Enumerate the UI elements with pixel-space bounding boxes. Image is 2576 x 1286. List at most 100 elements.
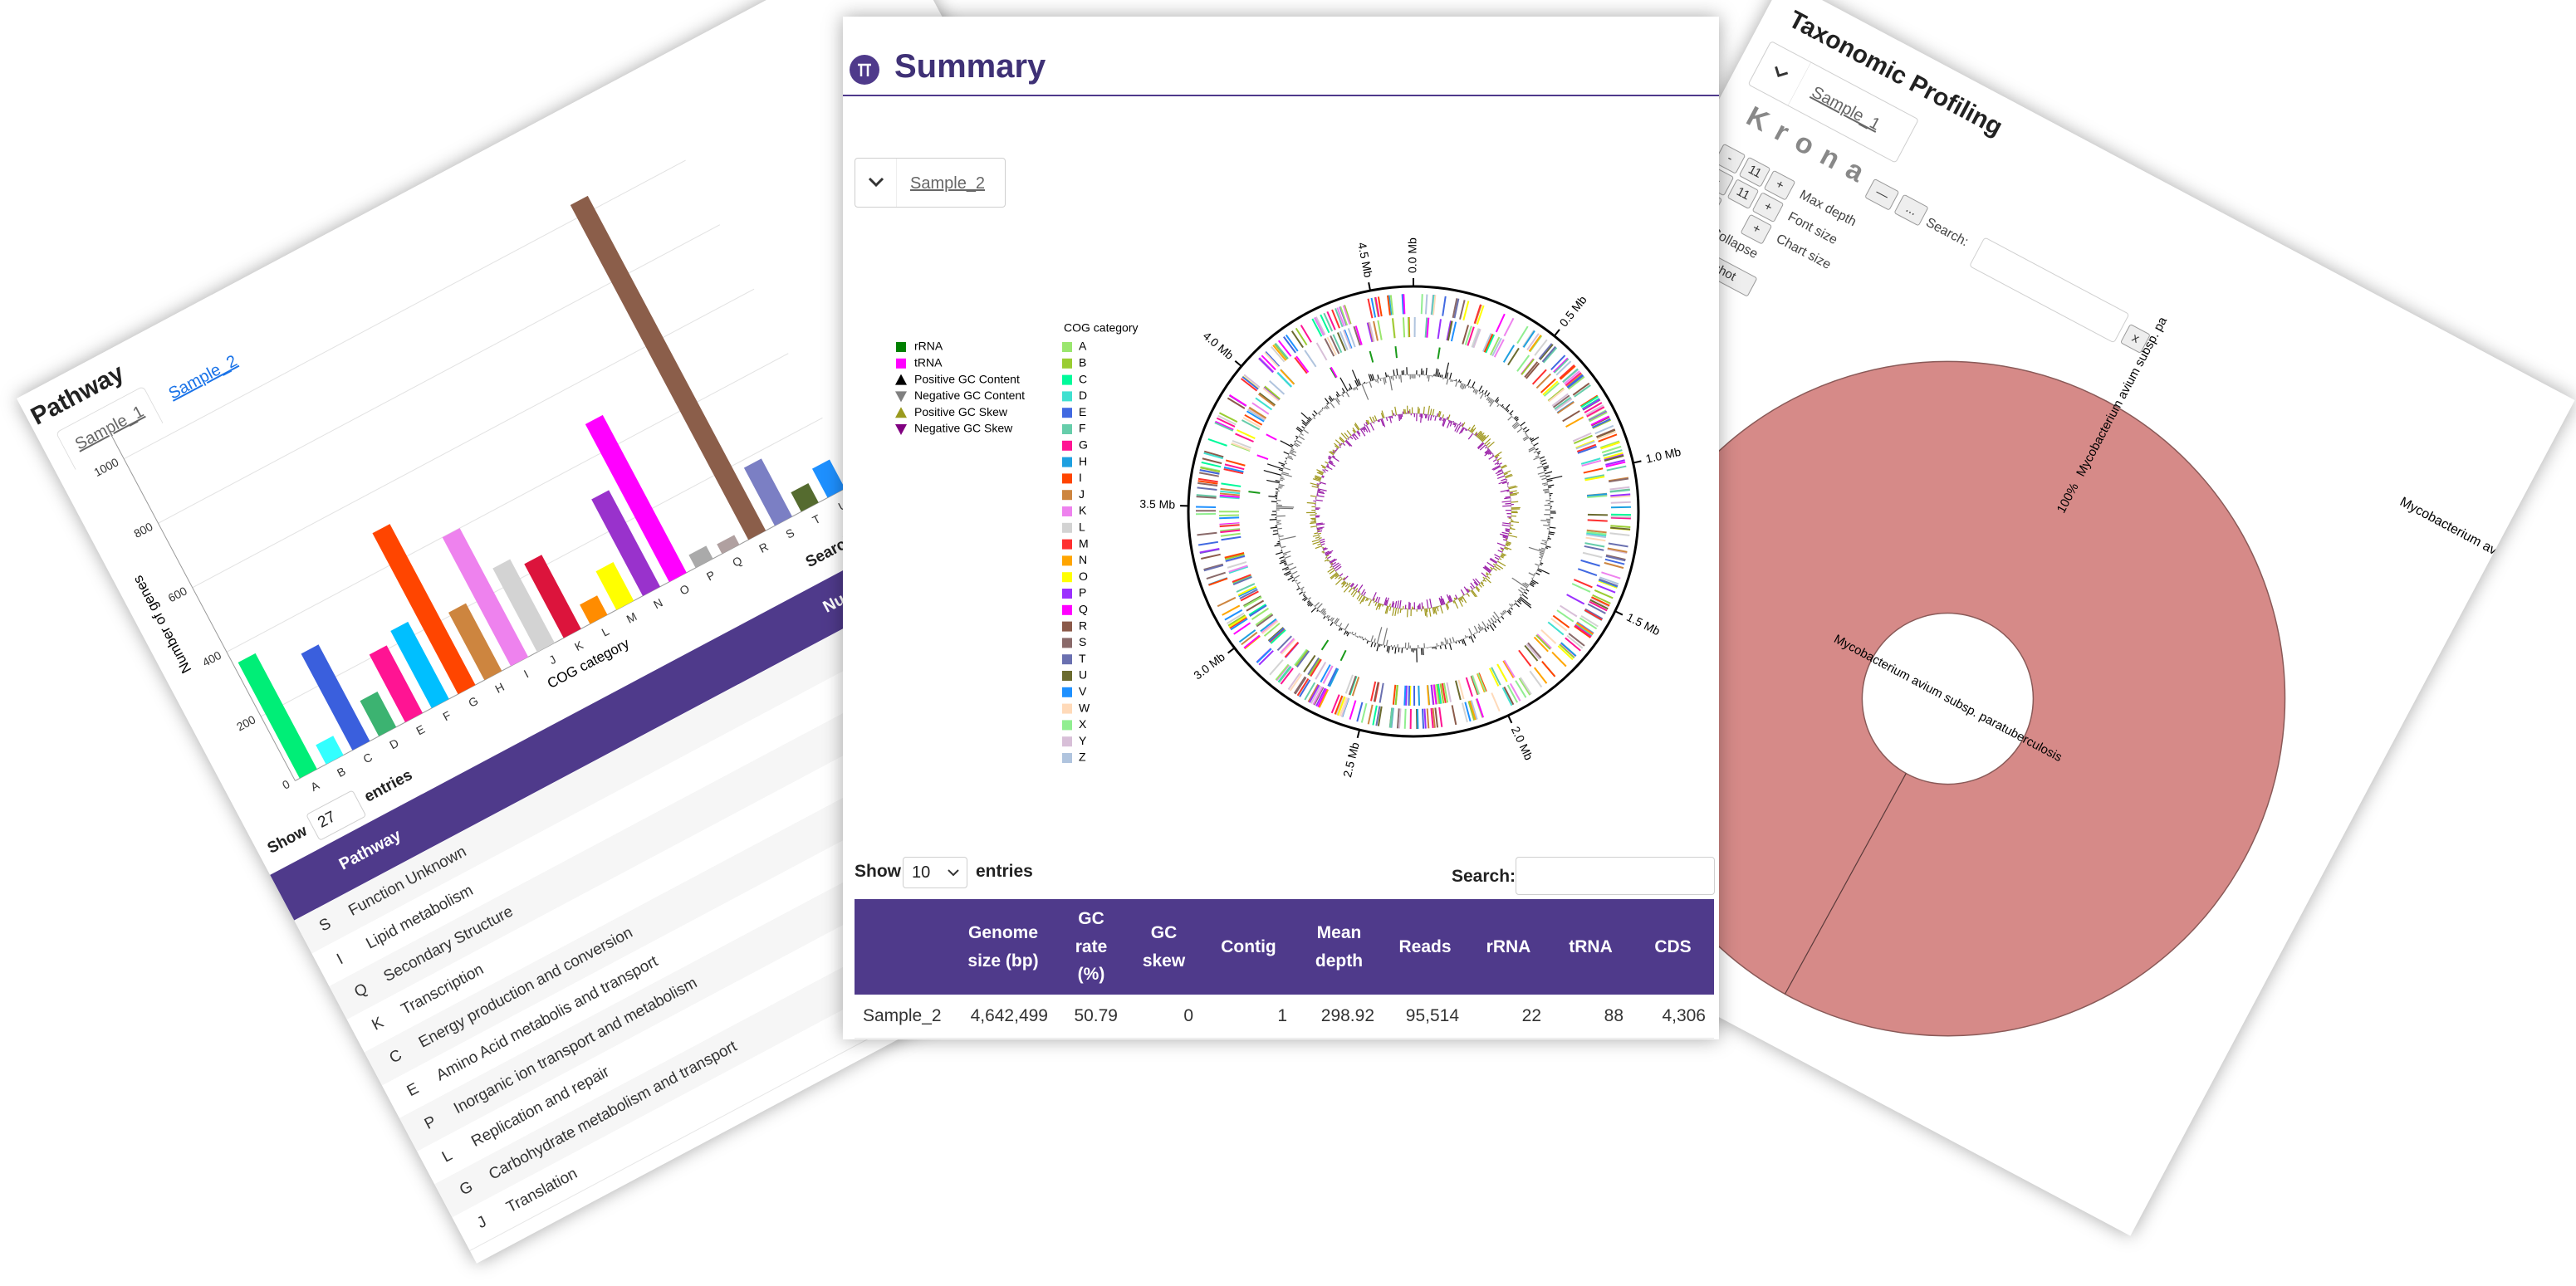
header-cell[interactable]: Genome size (bp) (950, 899, 1056, 995)
x-tick-label: Q (730, 554, 744, 570)
cds-reverse (1586, 531, 1607, 535)
header-cell[interactable]: Reads (1383, 899, 1467, 995)
gc-content (1526, 434, 1528, 437)
entries-value[interactable]: 10 (912, 863, 931, 882)
gc-content (1515, 602, 1521, 608)
gc-skew (1327, 555, 1332, 560)
legend-label: K (1079, 504, 1087, 517)
cds-forward (1579, 394, 1599, 408)
gc-skew (1335, 439, 1342, 446)
header-cell[interactable] (855, 899, 950, 995)
search-input[interactable] (1968, 237, 2130, 344)
cds-forward (1607, 548, 1628, 555)
header-cell[interactable]: GC rate (%) (1056, 899, 1126, 995)
cds-forward (1473, 304, 1481, 324)
entries-value[interactable]: 27 (315, 808, 339, 832)
gc-skew (1311, 539, 1320, 543)
chevron-icon[interactable] (855, 159, 897, 207)
gc-content (1543, 483, 1548, 487)
cds-reverse (1584, 545, 1604, 551)
cds-forward (1467, 701, 1476, 721)
gc-skew (1357, 584, 1364, 593)
cds-forward (1610, 526, 1631, 531)
cds-forward (1555, 360, 1572, 376)
gc-content (1362, 638, 1364, 641)
cds-reverse (1268, 627, 1285, 643)
gc-skew (1483, 579, 1487, 583)
gc-skew (1488, 455, 1495, 460)
cds-reverse (1257, 393, 1276, 407)
cds-reverse (1489, 336, 1501, 356)
gc-content (1283, 451, 1290, 455)
gc-skew (1329, 460, 1334, 463)
gc-content (1384, 372, 1388, 378)
gc-skew (1334, 564, 1341, 570)
gc-skew (1385, 417, 1388, 422)
gc-skew (1344, 440, 1351, 447)
gc-content (1524, 591, 1528, 595)
header-cell[interactable]: tRNA (1550, 899, 1632, 995)
gc-skew (1424, 413, 1427, 418)
cds-reverse (1405, 685, 1408, 706)
gc-content (1506, 610, 1511, 616)
gc-skew (1342, 443, 1346, 447)
gc-content (1306, 419, 1310, 423)
cds-forward (1541, 345, 1556, 363)
gc-content (1317, 412, 1321, 416)
gc-content (1530, 582, 1535, 586)
logo-button[interactable]: ... (1893, 193, 1929, 227)
cds-reverse (1339, 330, 1349, 350)
header-cell[interactable]: rRNA (1467, 899, 1550, 995)
cds-reverse (1241, 419, 1261, 431)
bar (524, 555, 581, 638)
gc-content (1531, 577, 1534, 579)
cds-forward (1606, 465, 1627, 472)
gc-content (1444, 637, 1447, 645)
gc-skew (1328, 462, 1336, 467)
clear-button[interactable]: x (2119, 323, 2151, 354)
cds-forward (1589, 411, 1608, 423)
ring-tick (1553, 329, 1560, 337)
gc-content (1546, 479, 1553, 482)
legend-swatch (1062, 391, 1072, 402)
gc-skew (1499, 462, 1502, 465)
y-tick-label: 1000 (91, 455, 120, 479)
select-arrow[interactable] (947, 868, 960, 878)
cds-forward (1533, 667, 1548, 684)
gc-content (1481, 389, 1484, 394)
header-cell[interactable]: Mean depth (1295, 899, 1383, 995)
chevron-icon[interactable] (1749, 42, 1811, 105)
cds-forward (1589, 599, 1609, 610)
entries-select[interactable]: 10 (903, 857, 967, 888)
gc-skew (1352, 428, 1357, 433)
cds-forward (1335, 308, 1344, 328)
cds-reverse (1555, 398, 1573, 412)
gc-content (1533, 443, 1539, 447)
sample-label[interactable]: Sample_2 (910, 174, 986, 193)
gc-content (1359, 636, 1362, 638)
gc-skew (1393, 413, 1395, 416)
sample-dropdown[interactable]: Sample_1 (1747, 40, 1919, 164)
header-cell[interactable]: Contig (1202, 899, 1295, 995)
search-input[interactable] (1516, 857, 1715, 895)
legend-swatch (1062, 589, 1072, 599)
header-cell[interactable]: CDS (1632, 899, 1714, 995)
gc-content (1275, 488, 1279, 490)
legend-swatch (1062, 572, 1072, 583)
legend-swatch (1062, 638, 1072, 648)
gc-skew (1465, 428, 1467, 431)
cds-forward (1238, 629, 1256, 643)
cds-forward (1224, 609, 1243, 621)
header-cell[interactable]: GC skew (1126, 899, 1202, 995)
gc-skew (1391, 415, 1393, 419)
sample-dropdown[interactable]: Sample_2 (855, 158, 1006, 208)
gc-skew (1359, 428, 1366, 437)
gc-skew (1328, 456, 1331, 459)
gc-content (1489, 399, 1493, 404)
legend-swatch (1062, 555, 1072, 566)
summary-panel: rRNA tRNA Positive GC Content Negative GC C… (843, 17, 1719, 1039)
gc-content (1504, 403, 1511, 410)
cds-forward (1317, 688, 1328, 707)
gc-skew (1508, 485, 1516, 489)
cds-forward (1579, 617, 1598, 630)
